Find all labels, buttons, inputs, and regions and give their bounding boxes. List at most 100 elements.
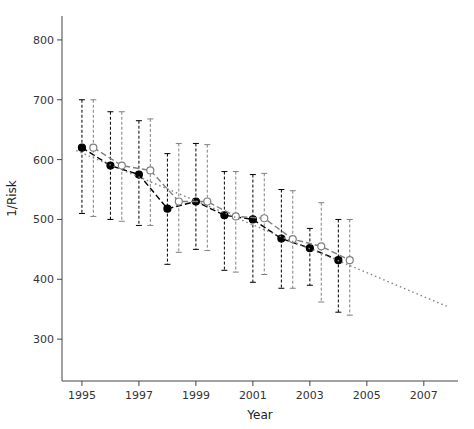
error-bar-cap — [221, 270, 227, 271]
point — [175, 198, 182, 205]
error-bar-cap — [250, 282, 256, 283]
error-bar-cap — [307, 228, 313, 229]
error-bar-cap — [119, 111, 125, 112]
error-bar — [318, 203, 324, 302]
y-tick — [57, 159, 62, 160]
series — [78, 100, 341, 312]
error-bar — [164, 154, 170, 265]
error-bar-cap — [107, 219, 113, 220]
x-tick-label: 2005 — [353, 389, 381, 402]
error-bar-cap — [147, 118, 153, 119]
error-bar-cap — [290, 288, 296, 289]
error-bar-stem — [224, 172, 225, 271]
error-bar-stem — [264, 173, 265, 274]
y-tick-label: 400 — [33, 273, 54, 286]
plot-area — [76, 100, 446, 315]
y-axis-line — [62, 16, 63, 381]
error-bar-cap — [250, 174, 256, 175]
point — [118, 162, 125, 169]
series-line — [76, 151, 446, 307]
error-bar-cap — [164, 264, 170, 265]
error-bar-stem — [81, 100, 82, 214]
error-bar — [193, 143, 199, 249]
point — [204, 198, 211, 205]
error-bar — [347, 219, 353, 315]
point — [346, 257, 353, 264]
x-tick-label: 1997 — [125, 389, 153, 402]
x-tick-label: 1995 — [68, 389, 96, 402]
x-tick — [366, 381, 367, 386]
y-tick-label: 600 — [33, 154, 54, 167]
error-bar — [307, 228, 313, 285]
error-bar-cap — [278, 189, 284, 190]
error-bar-cap — [204, 144, 210, 145]
error-bar-stem — [252, 175, 253, 283]
error-bar-cap — [290, 190, 296, 191]
error-bar-cap — [176, 252, 182, 253]
error-bar — [250, 175, 256, 283]
error-bar-stem — [195, 143, 196, 249]
y-tick — [57, 39, 62, 40]
error-bar-cap — [193, 249, 199, 250]
chart: 1995199719992001200320052007300400500600… — [0, 0, 474, 429]
error-bar-cap — [107, 111, 113, 112]
error-bar — [79, 100, 85, 214]
error-bar-cap — [278, 288, 284, 289]
error-bar — [136, 121, 142, 226]
y-axis-label: 1/Risk — [5, 180, 19, 217]
point — [261, 215, 268, 222]
x-tick — [309, 381, 310, 386]
point — [278, 235, 285, 242]
point — [318, 243, 325, 250]
point — [78, 144, 85, 151]
x-tick-label: 2003 — [296, 389, 324, 402]
y-tick — [57, 339, 62, 340]
error-bar-cap — [147, 225, 153, 226]
error-bar-stem — [321, 203, 322, 302]
error-bar — [233, 172, 239, 273]
x-tick-label: 1999 — [182, 389, 210, 402]
error-bar — [176, 143, 182, 252]
error-bar-cap — [164, 153, 170, 154]
error-bar-cap — [221, 171, 227, 172]
error-bar-cap — [90, 99, 96, 100]
x-tick-label: 2001 — [239, 389, 267, 402]
error-bar-cap — [176, 143, 182, 144]
background — [0, 0, 474, 429]
y-tick — [57, 219, 62, 220]
error-bar-cap — [136, 225, 142, 226]
error-bar — [147, 119, 153, 226]
error-bar-cap — [136, 120, 142, 121]
point — [147, 167, 154, 174]
error-bar-cap — [233, 272, 239, 273]
point — [90, 144, 97, 151]
x-axis-line — [62, 381, 458, 382]
x-tick-label: 2007 — [410, 389, 438, 402]
error-bar-cap — [318, 302, 324, 303]
error-bar-cap — [318, 202, 324, 203]
error-bar-cap — [347, 315, 353, 316]
y-tick-label: 700 — [33, 94, 54, 107]
y-tick-label: 800 — [33, 34, 54, 47]
axes: 1995199719992001200320052007300400500600… — [33, 16, 458, 402]
error-bar-stem — [349, 219, 350, 315]
error-bar — [119, 112, 125, 222]
error-bar-cap — [261, 274, 267, 275]
point — [164, 205, 171, 212]
x-tick — [81, 381, 82, 386]
error-bar-cap — [307, 285, 313, 286]
error-bar — [204, 145, 210, 251]
y-tick — [57, 99, 62, 100]
error-bar — [221, 172, 227, 271]
error-bar-cap — [79, 213, 85, 214]
error-bar — [290, 191, 296, 289]
x-tick — [138, 381, 139, 386]
error-bar-cap — [233, 171, 239, 172]
error-bar — [278, 190, 284, 289]
error-bar-cap — [119, 221, 125, 222]
y-tick — [57, 279, 62, 280]
error-bar-cap — [79, 99, 85, 100]
error-bar — [261, 173, 267, 274]
error-bar-cap — [261, 173, 267, 174]
series-line — [82, 148, 338, 260]
